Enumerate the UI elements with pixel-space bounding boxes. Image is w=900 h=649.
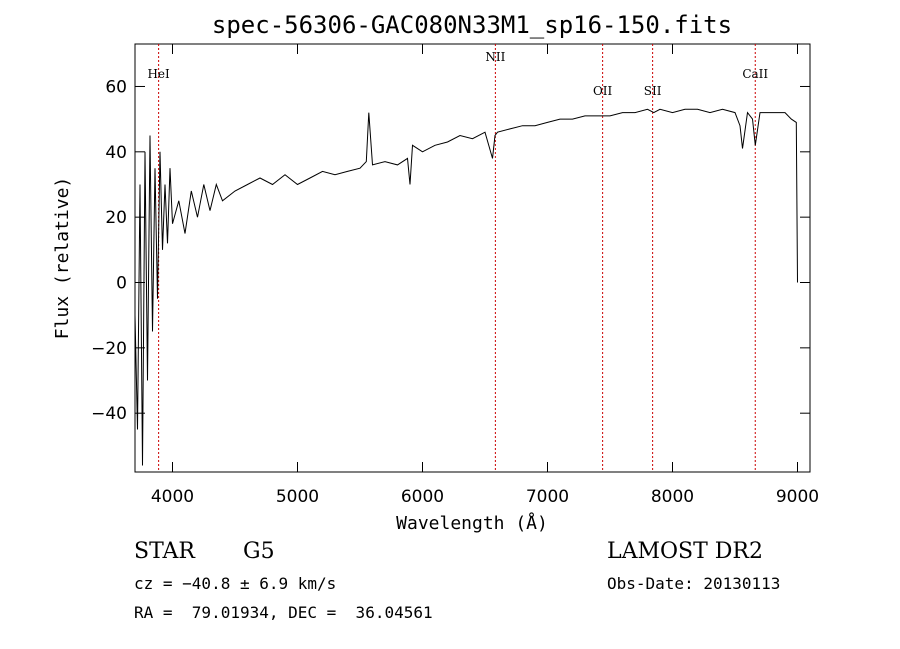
x-axis-ticks: 4000 5000 6000 7000 8000 9000 — [151, 44, 819, 507]
spectrum-line — [134, 108, 798, 466]
plot-frame — [134, 43, 811, 473]
x-axis-label: Wavelength (Å) — [396, 512, 548, 534]
spectral-line-markers: HeI NII OII SII CaII — [147, 44, 768, 472]
coordinates-text: RA = 79.01934, DEC = 36.04561 — [134, 603, 433, 622]
line-marker-label: NII — [485, 50, 505, 64]
obs-date-text: Obs-Date: 20130113 — [607, 574, 781, 593]
object-class: STAR — [134, 539, 195, 564]
y-tick-label: 60 — [105, 77, 127, 97]
x-tick-label: 9000 — [776, 487, 819, 507]
x-tick-label: 6000 — [401, 487, 444, 507]
redshift-text: cz = −40.8 ± 6.9 km/s — [134, 574, 337, 593]
y-tick-label: −40 — [91, 404, 127, 424]
survey-label: LAMOST DR2 — [607, 539, 763, 564]
y-tick-label: 20 — [105, 208, 127, 228]
y-tick-label: 40 — [105, 143, 127, 163]
x-tick-label: 7000 — [526, 487, 569, 507]
line-marker-label: SII — [644, 84, 662, 98]
y-axis-label: Flux (relative) — [52, 177, 73, 340]
y-axis-ticks: −40 −20 0 20 40 60 — [91, 77, 810, 424]
object-subclass: G5 — [243, 539, 275, 564]
chart-title: spec-56306-GAC080N33M1_sp16-150.fits — [212, 11, 732, 39]
line-marker-label: OII — [593, 84, 613, 98]
y-tick-label: 0 — [116, 274, 127, 294]
x-tick-label: 4000 — [151, 487, 194, 507]
x-tick-label: 5000 — [276, 487, 319, 507]
line-marker-label: HeI — [147, 67, 170, 81]
y-tick-label: −20 — [91, 339, 127, 359]
line-marker-label: CaII — [742, 67, 768, 81]
x-tick-label: 8000 — [651, 487, 694, 507]
